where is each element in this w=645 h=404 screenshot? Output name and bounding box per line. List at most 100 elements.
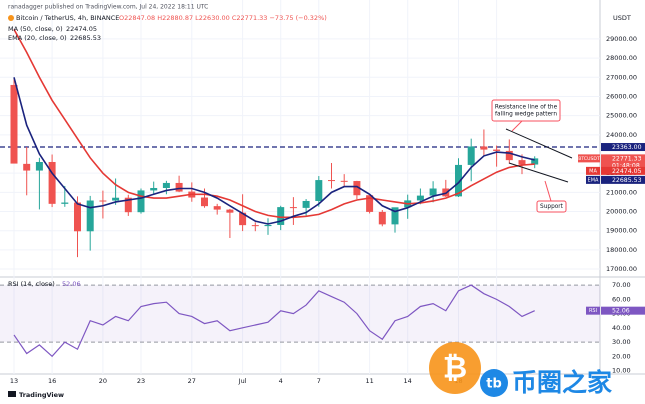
y-tick-label: 25000.00: [606, 112, 637, 120]
y-tick-label: 28000.00: [606, 54, 637, 62]
candle-body: [112, 197, 120, 201]
watermark-logo-text: ₿: [443, 351, 467, 386]
x-tick-label: Jul: [238, 377, 247, 385]
price-tag-name: BTCUSDT: [578, 156, 600, 162]
annotation-text: falling wedge pattern: [495, 112, 557, 118]
x-tick-label: 7: [317, 377, 321, 385]
candle-body: [505, 150, 513, 161]
footer-icon: [8, 391, 16, 397]
watermark-site: 币圈之家: [512, 368, 612, 397]
candle-body: [10, 84, 18, 164]
annotation-box: [536, 200, 567, 213]
quote: O22847.08 H22880.87 L22630.00 C22771.33 …: [119, 14, 327, 22]
candle-body: [366, 195, 374, 212]
candle-body: [467, 146, 475, 165]
candle-body: [328, 180, 335, 182]
watermark-logo: [429, 342, 481, 394]
wedge-drawing: [505, 120, 573, 202]
annotation-text: Resistance line of the: [495, 105, 558, 111]
countdown: 01:48:08: [612, 162, 640, 169]
candle-body: [353, 181, 361, 196]
price-tag: [601, 154, 645, 170]
published-note: ranadagger published on TradingView.com,…: [8, 4, 208, 11]
price-tag-value: 22771.33: [612, 155, 642, 162]
candle-body: [48, 161, 56, 204]
y-tick-label: 26000.00: [606, 92, 637, 100]
price-tag-label: [578, 154, 600, 163]
candle-body: [416, 195, 424, 201]
watermark-badge: [480, 369, 508, 397]
candle-body: [226, 209, 234, 213]
candle-body: [480, 146, 488, 150]
x-tick-label: 4: [279, 377, 283, 385]
x-tick-label: 16: [48, 377, 56, 385]
y-tick-label: 29000.00: [606, 35, 637, 43]
legend-label: MA (50, close, 0): [8, 25, 63, 33]
rsi-legend-value: 52.06: [62, 280, 81, 288]
candle-body: [302, 200, 310, 208]
candle-body: [251, 225, 259, 227]
candle-body: [531, 158, 539, 165]
candle-body: [74, 202, 81, 232]
price-tag: [601, 306, 645, 315]
y-tick-label: 40.00: [612, 324, 631, 332]
candle-body: [137, 190, 145, 213]
plot-area: 17000.00 18000.00 19000.00 20000.00 21000.00…: [0, 0, 637, 385]
price-tag: [601, 175, 645, 184]
y-tick-label: 18000.00: [606, 246, 637, 254]
candle-body: [61, 202, 69, 204]
y-tick-label: 70.00: [612, 281, 631, 289]
x-tick-label: 27: [188, 377, 196, 385]
price-tag-label: [586, 166, 600, 175]
price-tag: [601, 166, 645, 175]
annotation-text: Support: [540, 204, 564, 210]
y-tick-label: 19000.00: [606, 227, 637, 235]
candle-body: [455, 164, 462, 197]
candle-body: [378, 211, 386, 225]
footer-brand: TradingView: [19, 391, 64, 399]
candle-body: [213, 206, 221, 210]
candle-body: [124, 197, 132, 213]
price-tag-label: [586, 306, 600, 315]
candle-body: [315, 180, 323, 201]
y-tick-label: 20000.00: [606, 208, 637, 216]
price-tag-name: RSI: [589, 308, 597, 314]
candle-body: [86, 200, 94, 232]
candle-body: [175, 182, 183, 192]
annotation-box: [491, 99, 561, 122]
price-tag-name: MA: [589, 168, 597, 174]
watermark-badge-text: tb: [486, 377, 502, 392]
x-tick-label: 14: [404, 377, 412, 385]
rsi-line: [13, 284, 535, 358]
candle-body: [162, 182, 170, 188]
candle-body: [264, 224, 272, 227]
y-tick-label: 21000.00: [606, 188, 637, 196]
axis-unit: USDT: [613, 14, 631, 22]
price-tag-value: 22474.05: [612, 168, 642, 175]
y-tick-label: 27000.00: [606, 73, 637, 81]
indicator-line: [13, 77, 535, 225]
rsi-legend: RSI (14, close): [8, 280, 55, 288]
y-tick-label: 30.00: [612, 338, 631, 346]
price-tag-value: 23363.00: [612, 144, 642, 151]
y-tick-label: 24000.00: [606, 131, 637, 139]
price-tag-value: 52.06: [612, 308, 630, 315]
y-tick-label: 10.00: [612, 367, 631, 375]
symbol-icon: [8, 15, 14, 21]
price-tag-name: EMA: [588, 177, 599, 183]
candle-body: [23, 163, 31, 171]
candle-body: [340, 180, 348, 182]
candle-body: [239, 212, 247, 226]
symbol-title: Bitcoin / TetherUS, 4h, BINANCE: [16, 14, 119, 22]
price-tag-label: [586, 175, 600, 184]
legend-label: EMA (20, close, 0): [8, 34, 67, 42]
candle-body: [35, 161, 43, 171]
support-line: [508, 162, 569, 183]
candle-body: [391, 207, 399, 225]
x-tick-label: 20: [99, 377, 107, 385]
candle-body: [277, 207, 285, 225]
x-tick-label: 23: [137, 377, 145, 385]
candle-body: [518, 160, 526, 165]
callout-line: [544, 180, 552, 202]
